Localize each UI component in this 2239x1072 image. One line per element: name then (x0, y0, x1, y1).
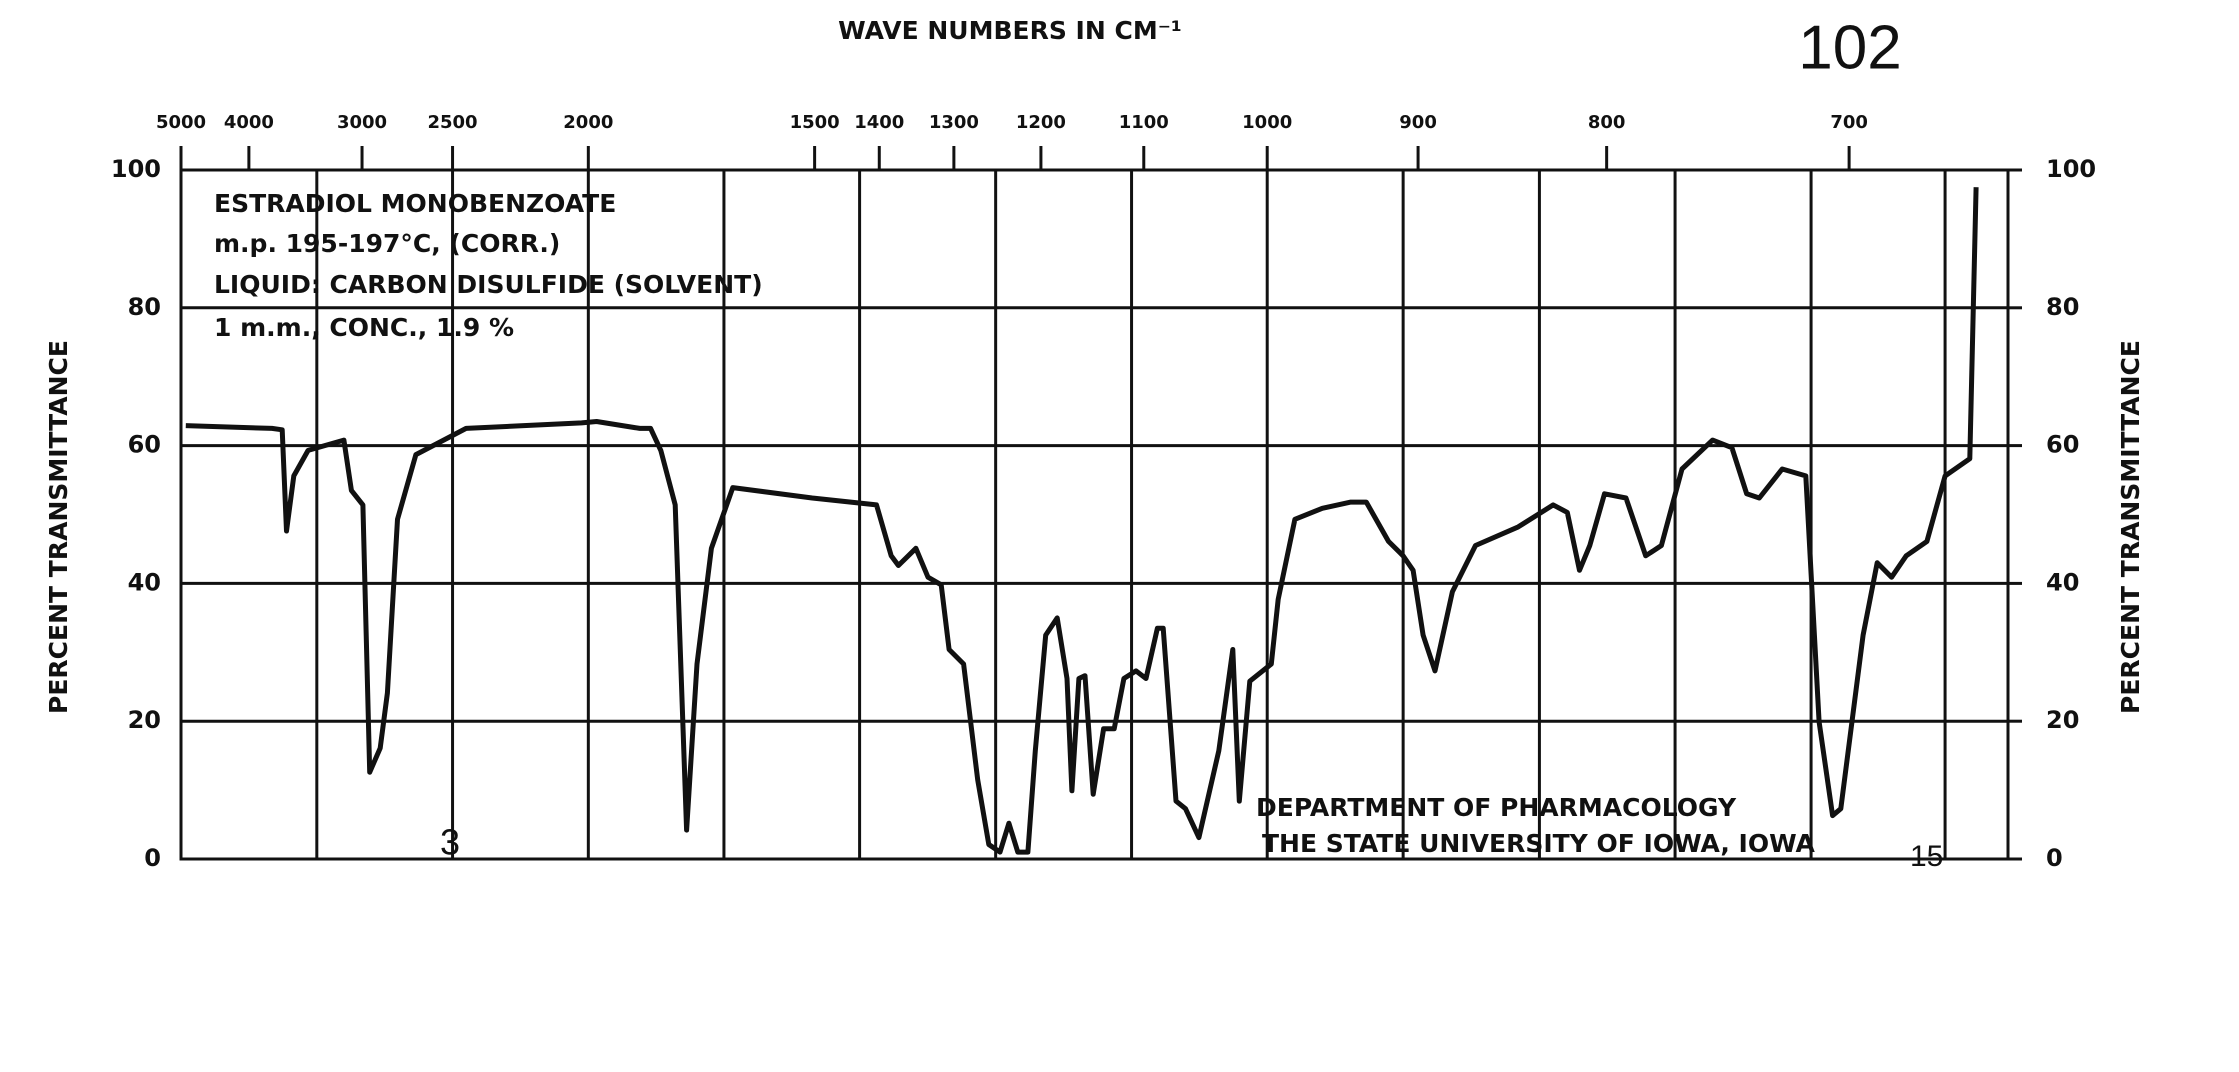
x-tick-label: 1300 (929, 112, 979, 133)
y2-tick-label: 40 (2046, 568, 2079, 596)
x-tick-label: 2500 (427, 112, 477, 133)
x-tick-label: 1100 (1119, 112, 1169, 133)
x-tick-label: 1000 (1242, 112, 1292, 133)
y2-tick-label: 100 (2046, 155, 2096, 183)
y-tick-label: 80 (128, 293, 161, 321)
y2-tick-label: 80 (2046, 293, 2079, 321)
x-tick-label: 2000 (563, 112, 613, 133)
y-axis-label: PERCENT TRANSMITTANCE (44, 340, 73, 714)
y-tick-label: 60 (128, 431, 161, 459)
annotation: 15 (1910, 840, 1943, 873)
x-tick-label: 3000 (337, 112, 387, 133)
y2-tick-label: 0 (2046, 844, 2063, 872)
x-tick-label: 900 (1399, 112, 1437, 133)
chart-title: WAVE NUMBERS IN CM⁻¹ (838, 16, 1182, 45)
annotation: ESTRADIOL MONOBENZOATE (214, 189, 616, 218)
y-tick-label: 0 (144, 844, 161, 872)
y-tick-label: 20 (128, 706, 161, 734)
y-tick-label: 100 (111, 155, 161, 183)
annotation: DEPARTMENT OF PHARMACOLOGY (1256, 793, 1737, 822)
y-tick-label: 40 (128, 568, 161, 596)
y2-axis-label: PERCENT TRANSMITTANCE (2116, 340, 2145, 714)
annotation: 1 m.m., CONC., 1.9 % (214, 313, 514, 342)
x-tick-label: 1400 (854, 112, 904, 133)
x-tick-label: 700 (1830, 112, 1868, 133)
y2-tick-label: 20 (2046, 706, 2079, 734)
y2-tick-label: 60 (2046, 431, 2079, 459)
annotation: LIQUID: CARBON DISULFIDE (SOLVENT) (214, 270, 763, 299)
annotation: m.p. 195-197°C, (CORR.) (214, 229, 560, 258)
page-number: 102 (1798, 13, 1901, 82)
annotation: 3 (440, 822, 460, 863)
x-tick-label: 1500 (790, 112, 840, 133)
x-tick-label: 4000 (224, 112, 274, 133)
x-tick-label: 800 (1588, 112, 1626, 133)
x-tick-label: 1200 (1016, 112, 1066, 133)
x-tick-label: 5000 (156, 112, 206, 133)
spectrum-line (185, 187, 1979, 855)
